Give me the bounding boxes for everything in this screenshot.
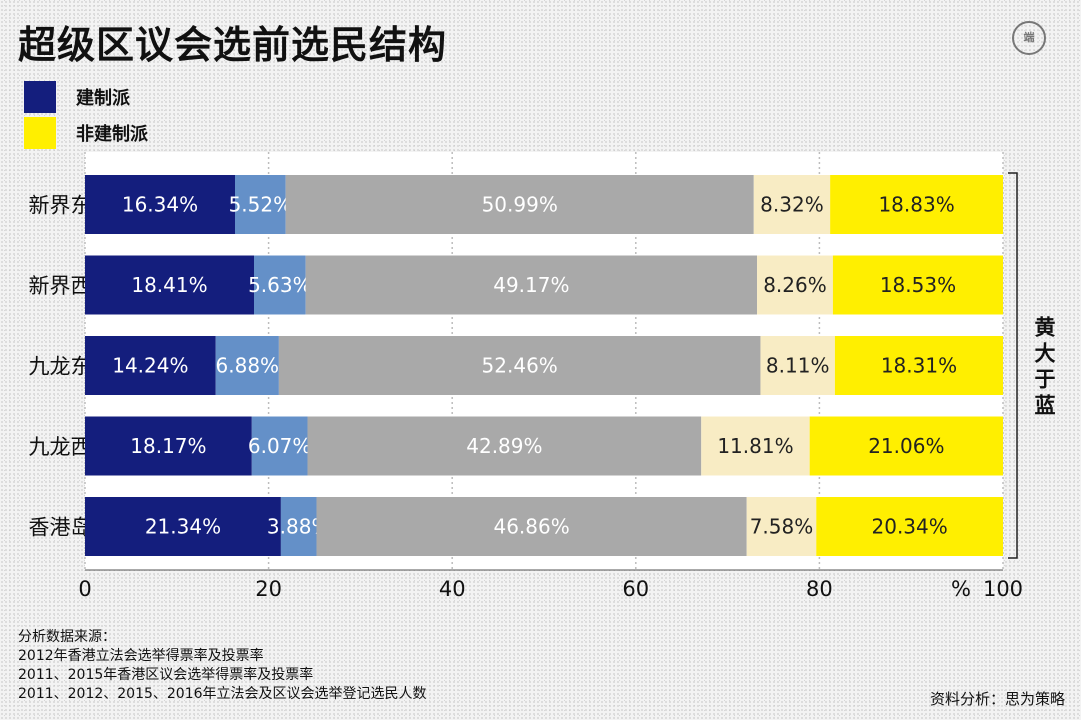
bracket-label-char: 蓝 (1035, 394, 1056, 418)
x-tick-label: 40 (439, 577, 466, 601)
bar-segment (809, 416, 1003, 476)
data-label: 52.46% (482, 354, 558, 378)
source-line: 2011、2012、2015、2016年立法会及区议会选举登记选民人数 (18, 686, 427, 702)
x-tick-label: 20 (255, 577, 282, 601)
bar-segment (285, 175, 754, 234)
bar-segment (753, 175, 831, 234)
bar-segment (830, 175, 1003, 234)
logo-icon: 端 (1012, 21, 1046, 55)
source-line: 分析数据来源： (18, 629, 116, 645)
x-tick-label: 60 (622, 577, 649, 601)
bar-segment (85, 416, 252, 476)
category-label: 新界东 (29, 194, 92, 218)
data-label: 8.32% (760, 193, 824, 217)
bracket-label-char: 于 (1035, 368, 1056, 392)
data-label: 49.17% (493, 273, 569, 297)
bracket-label-char: 大 (1035, 342, 1056, 366)
bar-segment (834, 336, 1003, 395)
data-label: 8.11% (766, 354, 830, 378)
data-label: 5.52% (229, 193, 293, 217)
data-label: 18.83% (878, 193, 954, 217)
source-line: 2012年香港立法会选举得票率及投票率 (18, 648, 264, 664)
bar-segment (85, 255, 255, 315)
bar-segment (746, 497, 817, 556)
bracket-line (1008, 172, 1018, 559)
data-label: 6.88% (216, 354, 280, 378)
data-label: 18.53% (880, 273, 956, 297)
data-label: 20.34% (872, 515, 948, 539)
credit: 资料分析：思为策略 (929, 690, 1065, 708)
bar-segment (816, 497, 1003, 556)
legend: 建制派 非建制派 (24, 80, 148, 152)
bar-segment (278, 336, 761, 395)
data-label: 18.41% (131, 273, 207, 297)
data-label: 5.63% (248, 273, 312, 297)
bar-segment (85, 497, 281, 556)
bar-segment (85, 336, 216, 395)
data-label: 8.26% (763, 273, 827, 297)
data-label: 21.34% (145, 515, 221, 539)
bar-segment (215, 336, 279, 395)
legend-label-pro-establishment: 建制派 (76, 88, 130, 109)
x-tick-label: 0 (78, 577, 91, 601)
bar-segment (254, 255, 306, 315)
legend-label-non-establishment: 非建制派 (76, 124, 148, 145)
bar-segment (305, 255, 758, 315)
bar-segment (280, 497, 317, 556)
data-label: 21.06% (868, 434, 944, 458)
bar-segment (251, 416, 308, 476)
bar-segment (316, 497, 747, 556)
category-label: 九龙西 (29, 435, 92, 459)
x-unit-label: % (951, 577, 971, 601)
data-label: 46.86% (493, 515, 569, 539)
bracket-label-char: 黄 (1035, 316, 1056, 340)
category-label: 香港岛 (29, 516, 92, 540)
category-label: 九龙东 (29, 355, 92, 379)
legend-swatch-pro-establishment (24, 81, 56, 113)
data-label: 18.31% (881, 354, 957, 378)
data-label: 42.89% (466, 434, 542, 458)
source-notes: 分析数据来源： 2012年香港立法会选举得票率及投票率 2011、2015年香港… (18, 628, 427, 704)
data-label: 50.99% (482, 193, 558, 217)
data-label: 11.81% (717, 434, 793, 458)
source-line: 2011、2015年香港区议会选举得票率及投票率 (18, 667, 314, 683)
bar-segment (832, 255, 1003, 315)
x-tick-label: 80 (806, 577, 833, 601)
data-label: 7.58% (750, 515, 814, 539)
legend-item-non-establishment: 非建制派 (24, 116, 148, 150)
bar-segment (701, 416, 810, 476)
bar-segment (85, 175, 236, 234)
bar-segment (757, 255, 833, 315)
bar-segment (760, 336, 835, 395)
bar-segment (307, 416, 702, 476)
bar-segment (235, 175, 286, 234)
legend-swatch-non-establishment (24, 117, 56, 149)
category-label: 新界西 (29, 274, 92, 298)
data-label: 6.07% (248, 434, 312, 458)
data-label: 16.34% (122, 193, 198, 217)
data-label: 18.17% (130, 434, 206, 458)
x-tick-label: 100 (983, 577, 1023, 601)
chart-title: 超级区议会选前选民结构 (18, 23, 448, 67)
data-label: 14.24% (112, 354, 188, 378)
legend-item-pro-establishment: 建制派 (24, 80, 148, 114)
